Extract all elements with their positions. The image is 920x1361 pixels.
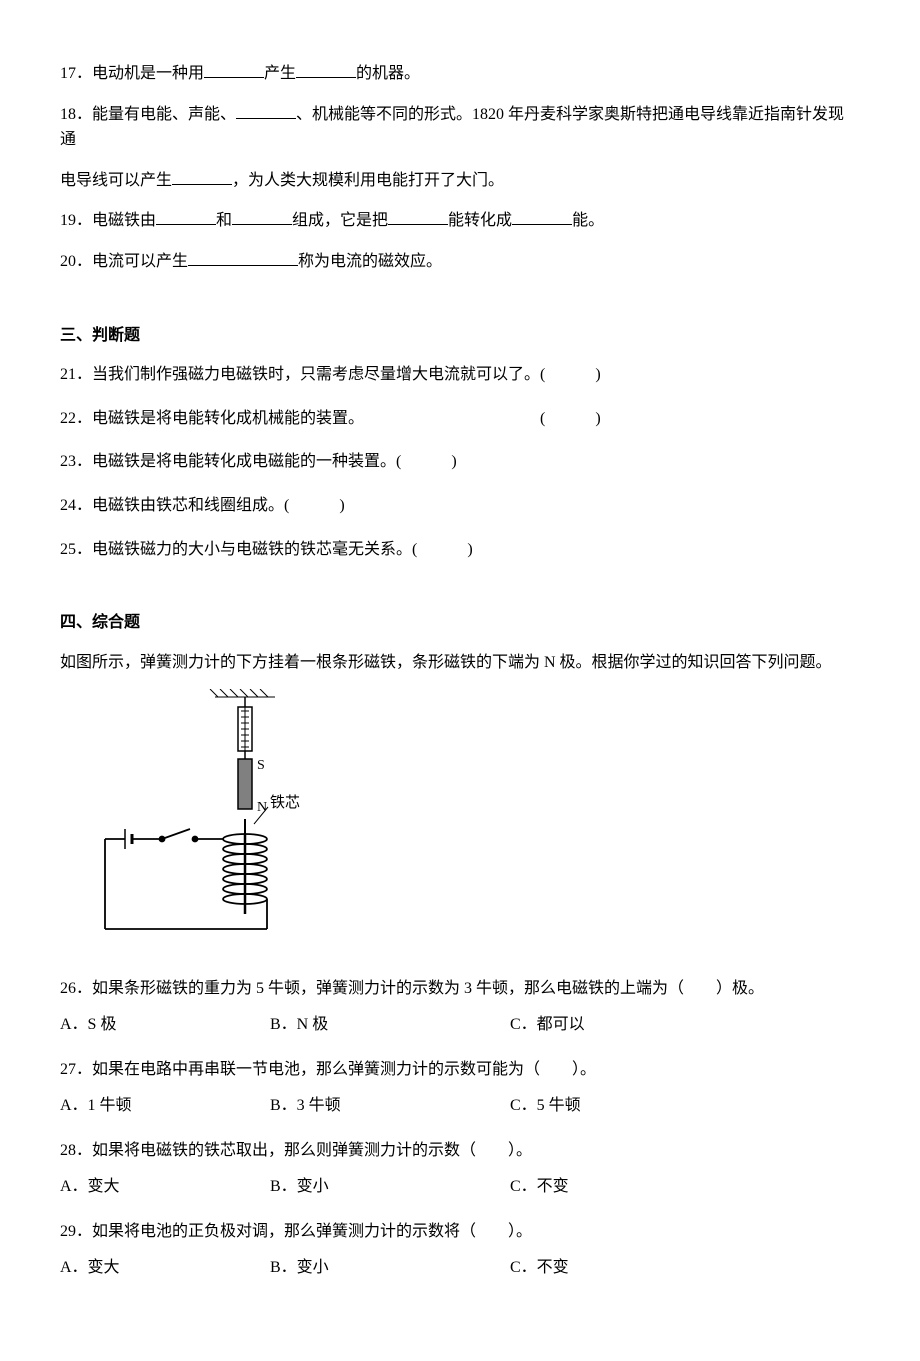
- q19-text-2: 和: [216, 212, 232, 229]
- q29-option-b[interactable]: B．变小: [270, 1255, 510, 1281]
- q23-text: 23．电磁铁是将电能转化成电磁能的一种装置。(: [60, 449, 401, 475]
- q17-blank-1[interactable]: [204, 60, 264, 78]
- label-iron-core: 铁芯: [270, 794, 300, 811]
- q29-stem: 29．如果将电池的正负极对调，那么弹簧测力计的示数将（ ）。: [60, 1219, 860, 1245]
- q19-text-5: 能。: [572, 212, 604, 229]
- q19-blank-1[interactable]: [156, 207, 216, 225]
- q21-answer[interactable]: [545, 362, 595, 388]
- q20-text-2: 称为电流的磁效应。: [298, 253, 442, 270]
- q24-text: 24．电磁铁由铁芯和线圈组成。(: [60, 493, 289, 519]
- question-18: 18．能量有电能、声能、、机械能等不同的形式。1820 年丹麦科学家奥斯特把通电…: [60, 101, 860, 153]
- q27-stem: 27．如果在电路中再串联一节电池，那么弹簧测力计的示数可能为（ ）。: [60, 1057, 860, 1083]
- question-17: 17．电动机是一种用 产生 的机器。: [60, 60, 860, 87]
- q26-stem: 26．如果条形磁铁的重力为 5 牛顿，弹簧测力计的示数为 3 牛顿，那么电磁铁的…: [60, 976, 860, 1002]
- q21-close: ): [595, 362, 600, 388]
- question-23: 23．电磁铁是将电能转化成电磁能的一种装置。(): [60, 449, 860, 475]
- q27-option-c[interactable]: C．5 牛顿: [510, 1093, 710, 1119]
- q21-text: 21．当我们制作强磁力电磁铁时，只需考虑尽量增大电流就可以了。(: [60, 362, 545, 388]
- q17-text-3: 的机器。: [356, 65, 420, 82]
- q23-close: ): [451, 449, 456, 475]
- q24-answer[interactable]: [289, 493, 339, 519]
- question-26: 26．如果条形磁铁的重力为 5 牛顿，弹簧测力计的示数为 3 牛顿，那么电磁铁的…: [60, 976, 860, 1037]
- q26-option-a[interactable]: A．S 极: [60, 1012, 270, 1038]
- q19-blank-3[interactable]: [388, 207, 448, 225]
- q26-option-b[interactable]: B．N 极: [270, 1012, 510, 1038]
- question-27: 27．如果在电路中再串联一节电池，那么弹簧测力计的示数可能为（ ）。 A．1 牛…: [60, 1057, 860, 1118]
- q22-close: ): [595, 406, 600, 432]
- question-28: 28．如果将电磁铁的铁芯取出，那么则弹簧测力计的示数（ ）。 A．变大 B．变小…: [60, 1138, 860, 1199]
- q19-text-1: 19．电磁铁由: [60, 212, 156, 229]
- q17-text-2: 产生: [264, 65, 296, 82]
- diagram: S N 铁芯: [90, 689, 860, 948]
- question-25: 25．电磁铁磁力的大小与电磁铁的铁芯毫无关系。(): [60, 537, 860, 563]
- q28-option-a[interactable]: A．变大: [60, 1174, 270, 1200]
- question-20: 20．电流可以产生 称为电流的磁效应。: [60, 248, 860, 275]
- q18-blank-2[interactable]: [172, 167, 232, 185]
- label-s: S: [257, 758, 265, 773]
- q18-text-3: 电导线可以产生: [60, 172, 172, 189]
- q20-text-1: 20．电流可以产生: [60, 253, 188, 270]
- q19-blank-2[interactable]: [232, 207, 292, 225]
- q25-text: 25．电磁铁磁力的大小与电磁铁的铁芯毫无关系。(: [60, 537, 417, 563]
- question-22: 22．电磁铁是将电能转化成机械能的装置。 (): [60, 406, 860, 432]
- q19-blank-4[interactable]: [512, 207, 572, 225]
- q17-text-1: 17．电动机是一种用: [60, 65, 204, 82]
- q22-answer[interactable]: [545, 406, 595, 432]
- q26-option-c[interactable]: C．都可以: [510, 1012, 710, 1038]
- question-24: 24．电磁铁由铁芯和线圈组成。(): [60, 493, 860, 519]
- q18-blank-1[interactable]: [236, 101, 296, 119]
- circuit-diagram-svg: S N 铁芯: [90, 689, 320, 939]
- question-29: 29．如果将电池的正负极对调，那么弹簧测力计的示数将（ ）。 A．变大 B．变小…: [60, 1219, 860, 1280]
- q24-close: ): [339, 493, 344, 519]
- q19-text-4: 能转化成: [448, 212, 512, 229]
- q18-text-4: ，为人类大规模利用电能打开了大门。: [232, 172, 504, 189]
- q18-text-1: 18．能量有电能、声能、: [60, 106, 236, 123]
- q28-option-b[interactable]: B．变小: [270, 1174, 510, 1200]
- q23-answer[interactable]: [401, 449, 451, 475]
- q29-option-c[interactable]: C．不变: [510, 1255, 710, 1281]
- question-18-cont: 电导线可以产生 ，为人类大规模利用电能打开了大门。: [60, 167, 860, 194]
- question-21: 21．当我们制作强磁力电磁铁时，只需考虑尽量增大电流就可以了。(): [60, 362, 860, 388]
- q17-blank-2[interactable]: [296, 60, 356, 78]
- q28-stem: 28．如果将电磁铁的铁芯取出，那么则弹簧测力计的示数（ ）。: [60, 1138, 860, 1164]
- q27-option-a[interactable]: A．1 牛顿: [60, 1093, 270, 1119]
- section-4-intro: 如图所示，弹簧测力计的下方挂着一根条形磁铁，条形磁铁的下端为 N 极。根据你学过…: [60, 650, 860, 676]
- q20-blank-1[interactable]: [188, 248, 298, 266]
- q28-option-c[interactable]: C．不变: [510, 1174, 710, 1200]
- q19-text-3: 组成，它是把: [292, 212, 388, 229]
- q27-option-b[interactable]: B．3 牛顿: [270, 1093, 510, 1119]
- q22-text: 22．电磁铁是将电能转化成机械能的装置。: [60, 406, 540, 432]
- q25-close: ): [467, 537, 472, 563]
- q29-option-a[interactable]: A．变大: [60, 1255, 270, 1281]
- section-4-title: 四、综合题: [60, 610, 860, 636]
- section-3-title: 三、判断题: [60, 323, 860, 349]
- question-19: 19．电磁铁由 和 组成，它是把 能转化成 能。: [60, 207, 860, 234]
- label-n: N: [257, 800, 267, 815]
- q25-answer[interactable]: [417, 537, 467, 563]
